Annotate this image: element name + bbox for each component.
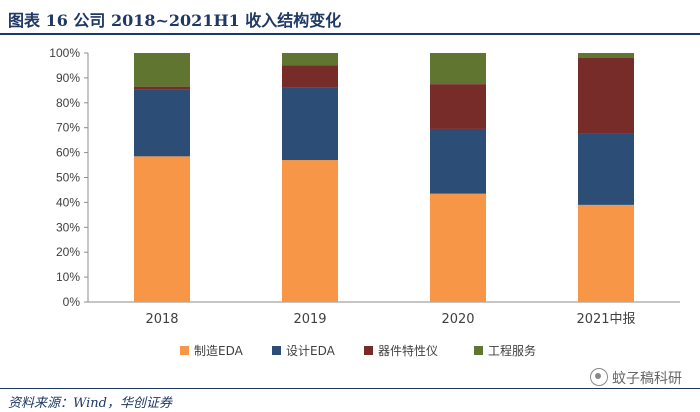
y-tick-label: 40% <box>56 195 80 209</box>
bar-segment <box>134 89 190 157</box>
x-tick-label: 2018 <box>145 312 178 327</box>
bar-segment <box>578 204 634 302</box>
legend-swatch <box>272 346 281 355</box>
legend-label: 设计EDA <box>286 344 336 358</box>
source-divider <box>0 388 700 389</box>
bar-segment <box>282 65 338 88</box>
bar-segment <box>430 128 486 194</box>
y-tick-label: 50% <box>56 171 80 185</box>
y-tick-label: 60% <box>56 146 80 160</box>
bar-segment <box>282 53 338 66</box>
legend-swatch <box>180 346 189 355</box>
x-tick-label: 2019 <box>293 312 326 327</box>
watermark: 蚊子稿科研 <box>590 368 682 388</box>
y-tick-label: 90% <box>56 71 80 85</box>
bar-segment <box>430 193 486 302</box>
bar-segment <box>134 86 190 90</box>
bar-segment <box>282 87 338 161</box>
y-tick-label: 70% <box>56 121 80 135</box>
y-tick-label: 100% <box>49 46 80 60</box>
watermark-text: 蚊子稿科研 <box>612 371 682 387</box>
legend-label: 工程服务 <box>488 343 536 358</box>
bar-segment <box>578 133 634 205</box>
y-tick-label: 0% <box>63 295 81 309</box>
bar-segment <box>430 53 486 85</box>
x-tick-label: 2020 <box>441 312 474 327</box>
title-divider <box>0 33 700 35</box>
figure-title: 图表 16 公司 2018~2021H1 收入结构变化 <box>8 11 342 30</box>
bar-segment <box>134 156 190 302</box>
bar-segment <box>430 84 486 129</box>
legend-label: 制造EDA <box>194 344 244 358</box>
y-tick-label: 30% <box>56 220 80 234</box>
stacked-bar-chart: 0% 10% 20% 30% 40% 50% 60% 70% 80% 90% 100% 2018 201… <box>49 46 680 358</box>
bar-segment <box>282 160 338 302</box>
bar-segment <box>578 53 634 58</box>
wechat-icon <box>590 368 608 386</box>
bar-segment <box>578 57 634 134</box>
figure-source: 资料来源：Wind，华创证券 <box>8 396 172 411</box>
x-tick-label: 2021中报 <box>576 312 635 327</box>
bar-segment <box>134 53 190 87</box>
legend-swatch <box>474 346 483 355</box>
y-tick-label: 10% <box>56 270 80 284</box>
legend-label: 器件特性仪 <box>378 343 438 358</box>
figure-header: 图表 16 公司 2018~2021H1 收入结构变化 <box>0 0 700 35</box>
y-tick-label: 80% <box>56 96 80 110</box>
legend-swatch <box>364 346 373 355</box>
y-tick-label: 20% <box>56 245 80 259</box>
